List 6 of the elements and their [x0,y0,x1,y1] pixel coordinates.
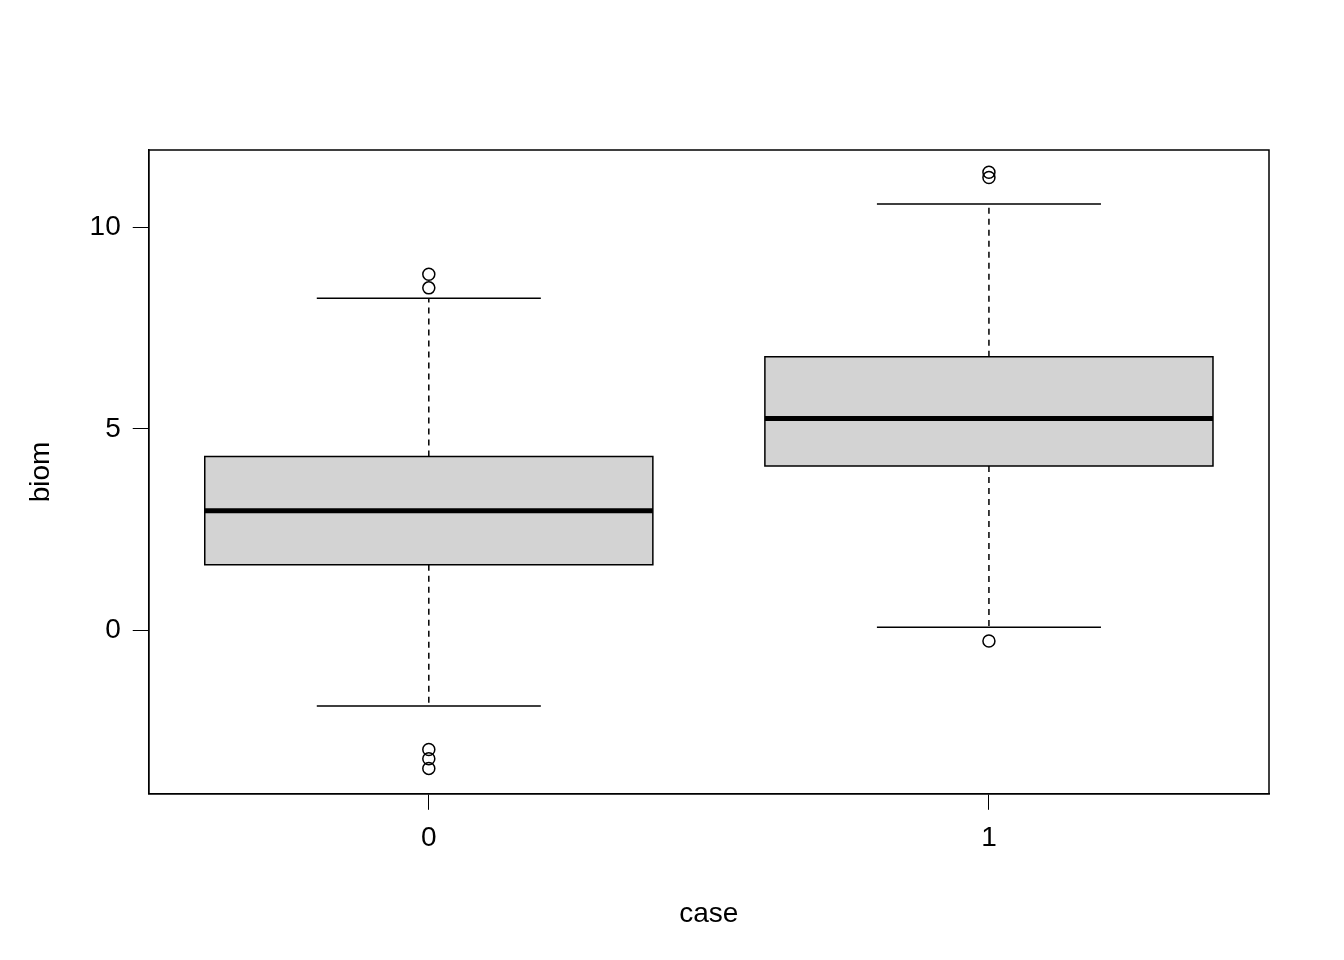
x-tick-label: 1 [981,821,997,853]
y-tick-label: 5 [105,411,121,443]
y-tick-label: 10 [89,210,121,242]
y-tick-label: 0 [105,613,121,645]
x-axis-title: case [679,896,739,928]
y-axis-title: biom [23,441,55,503]
